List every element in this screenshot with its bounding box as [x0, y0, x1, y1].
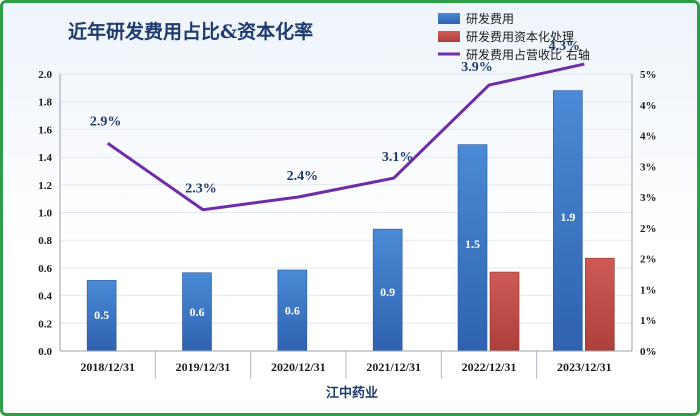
y-tick-label: 1.8 — [38, 97, 52, 109]
y-tick-label: 0.4 — [38, 291, 52, 303]
line-value-label: 4.3% — [549, 39, 581, 54]
bar-rd-expense — [372, 228, 403, 352]
line-value-label: 3.9% — [461, 60, 493, 75]
y-tick-label: 0.2 — [38, 318, 52, 330]
bars — [86, 90, 615, 352]
y2-tick-label: 4% — [640, 131, 657, 143]
legend-swatch-capitalized — [438, 31, 460, 42]
data-labels: 0.5 0.6 0.6 0.9 1.5 1.9 2.9% 2.3% 2.4% 3.1% 3.9% 4.… — [90, 39, 580, 322]
line-value-label: 2.9% — [90, 114, 122, 129]
bar-rd-expense — [457, 144, 488, 352]
line-value-label: 3.1% — [382, 150, 414, 165]
line-rd-ratio — [106, 62, 585, 212]
legend-swatch-rd-expense — [438, 13, 460, 24]
x-tick-label: 2019/12/31 — [176, 360, 231, 374]
x-tick-label: 2020/12/31 — [271, 360, 326, 374]
y-tick-label: 1.2 — [38, 180, 52, 192]
bar-value-label: 0.6 — [190, 305, 205, 319]
y2-tick-label: 3% — [640, 161, 657, 173]
bar-value-label: 1.9 — [560, 210, 575, 224]
y2-tick-label: 4% — [640, 100, 657, 112]
legend-label: 研发费用 — [466, 11, 514, 26]
y2-tick-label: 2% — [640, 223, 657, 235]
bar-value-label: 0.9 — [380, 285, 395, 299]
y2-tick-label: 1% — [640, 284, 657, 296]
y-tick-label: 0.0 — [38, 346, 52, 358]
bar-capitalized-rd — [585, 257, 615, 352]
y2-tick-label: 2% — [640, 254, 657, 266]
bar-value-label: 0.5 — [94, 308, 109, 322]
x-tick-label: 2023/12/31 — [557, 360, 612, 374]
bar-rd-expense — [277, 269, 308, 352]
line-value-label: 2.3% — [185, 182, 217, 197]
x-axis-label: 江中药业 — [326, 385, 378, 401]
y2-tick-label: 3% — [640, 192, 657, 204]
y2-tick-label: 5% — [640, 69, 657, 81]
bar-rd-expense — [182, 272, 212, 352]
gridlines — [60, 73, 632, 352]
y-tick-label: 1.0 — [38, 208, 52, 220]
bar-value-label: 0.6 — [285, 304, 300, 318]
x-tick-label: 2018/12/31 — [80, 360, 135, 374]
line-value-label: 2.4% — [287, 169, 319, 184]
legend-label: 研发费用占营收比 右轴 — [466, 47, 590, 62]
y-tick-label: 1.4 — [38, 152, 52, 164]
x-tick-label: 2021/12/31 — [366, 360, 421, 374]
y-tick-label: 0.8 — [38, 235, 52, 247]
line-series — [106, 62, 585, 212]
bar-rd-expense — [86, 280, 117, 352]
chart-title: 近年研发费用占比&资本化率 — [68, 20, 313, 43]
legend-label: 研发费用资本化处理 — [466, 29, 574, 44]
bar-value-label: 1.5 — [465, 237, 480, 251]
y2-tick-label: 1% — [640, 315, 657, 327]
bar-capitalized-rd — [489, 271, 520, 352]
y-tick-label: 1.6 — [38, 124, 52, 136]
y-tick-label: 2.0 — [38, 69, 52, 81]
axes: 0.0 0.2 0.4 0.6 0.8 1.0 1.2 1.4 1.6 1.8 2.0 0% 1% 1% 2… — [38, 69, 657, 379]
bar-rd-expense — [553, 90, 583, 352]
x-tick-label: 2022/12/31 — [462, 360, 517, 374]
y-tick-label: 0.6 — [38, 263, 52, 275]
y2-tick-label: 0% — [640, 346, 657, 358]
